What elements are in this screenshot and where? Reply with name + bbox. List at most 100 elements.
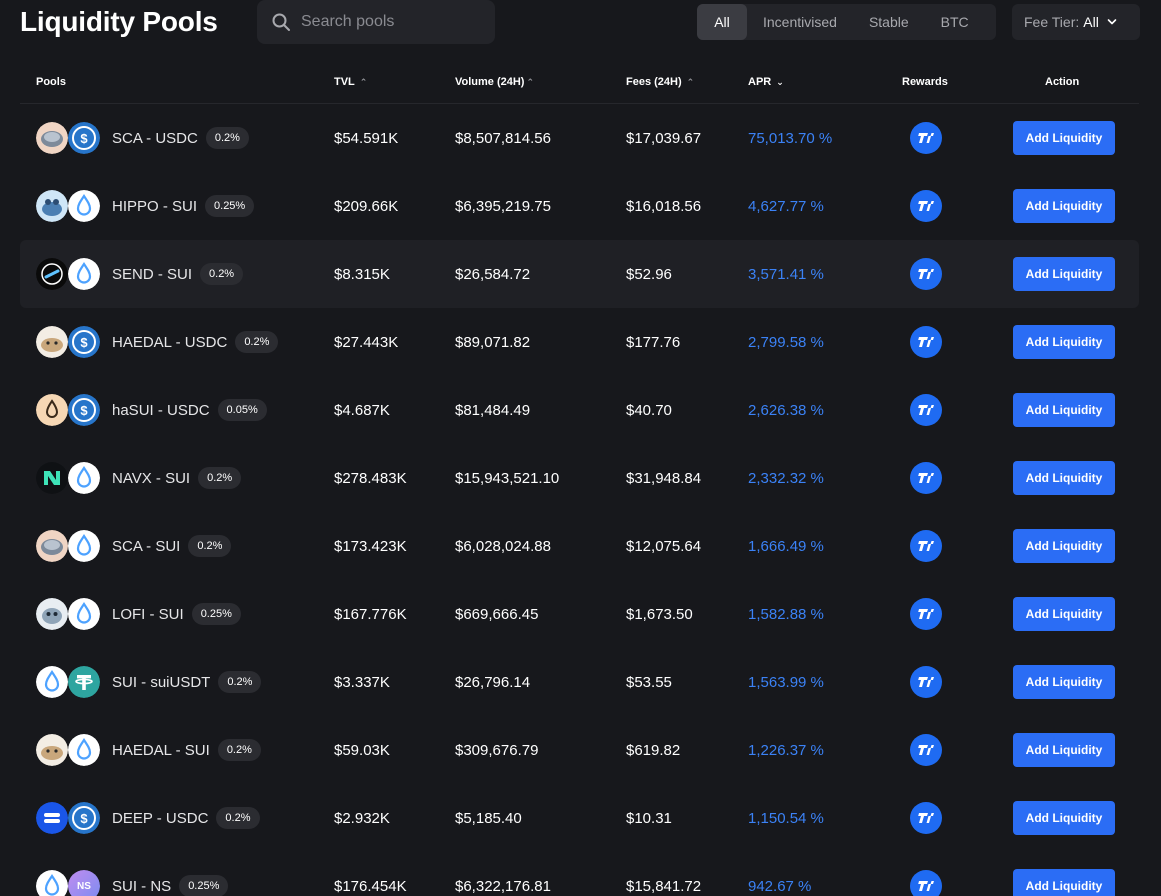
token-pair-icons: $ (36, 802, 102, 834)
pool-pair-name: DEEP - USDC (112, 809, 209, 827)
sca-token-icon (36, 122, 68, 154)
add-liquidity-button[interactable]: Add Liquidity (1013, 597, 1115, 631)
table-row[interactable]: $ HAEDAL - USDC 0.2% $27.443K $89,071.82 $177… (20, 308, 1139, 376)
fee-badge: 0.2% (205, 127, 249, 149)
pool-pair-name: HIPPO - SUI (112, 197, 198, 215)
fee-badge: 0.05% (217, 399, 267, 421)
tvl-value: $167.776K (334, 605, 407, 623)
usdc-token-icon: $ (68, 122, 100, 154)
volume-value: $5,185.40 (455, 809, 522, 827)
sui-token-icon (68, 734, 100, 766)
fees-value: $15,841.72 (626, 877, 702, 895)
filter-tab-stable[interactable]: Stable (868, 14, 909, 30)
col-apr[interactable]: APR ⌄ (748, 76, 784, 88)
fee-badge: 0.2% (198, 467, 242, 489)
table-row[interactable]: SEND - SUI 0.2% $8.315K $26,584.72 $52.96 3,5… (20, 240, 1139, 308)
lofi-token-icon (36, 598, 68, 630)
table-row[interactable]: $ haSUI - USDC 0.05% $4.687K $81,484.49 $40.7… (20, 376, 1139, 444)
pool-pair-name: LOFI - SUI (112, 605, 184, 623)
fee-badge: 0.2% (235, 331, 279, 353)
add-liquidity-button[interactable]: Add Liquidity (1013, 733, 1115, 767)
table-row[interactable]: HIPPO - SUI 0.25% $209.66K $6,395,219.75 $16… (20, 172, 1139, 240)
sui-token-icon (68, 598, 100, 630)
col-volume[interactable]: Volume (24H) ⌃ (455, 76, 534, 88)
token-pair-icons: $ (36, 122, 102, 154)
fees-value: $1,673.50 (626, 605, 693, 623)
add-liquidity-button[interactable]: Add Liquidity (1013, 393, 1115, 427)
reward-token-icon[interactable] (910, 802, 942, 834)
table-row[interactable]: SUI - suiUSDT 0.2% $3.337K $26,796.14 $53.55… (20, 648, 1139, 716)
table-row[interactable]: HAEDAL - SUI 0.2% $59.03K $309,676.79 $619.8… (20, 716, 1139, 784)
col-fees[interactable]: Fees (24H) ⌃ (626, 76, 694, 88)
volume-value: $15,943,521.10 (455, 469, 560, 487)
add-liquidity-button[interactable]: Add Liquidity (1013, 869, 1115, 896)
add-liquidity-button[interactable]: Add Liquidity (1013, 461, 1115, 495)
fee-badge: 0.25% (179, 875, 229, 896)
add-liquidity-button[interactable]: Add Liquidity (1013, 189, 1115, 223)
col-fees-label: Fees (24H) (626, 76, 682, 88)
fee-tier-dropdown[interactable]: Fee Tier: All (1012, 4, 1140, 40)
volume-value: $26,796.14 (455, 673, 531, 691)
add-liquidity-button[interactable]: Add Liquidity (1013, 121, 1115, 155)
add-liquidity-button[interactable]: Add Liquidity (1013, 325, 1115, 359)
haedal-token-icon (36, 326, 68, 358)
pool-pair: HAEDAL - USDC 0.2% (112, 308, 279, 376)
add-liquidity-button[interactable]: Add Liquidity (1013, 801, 1115, 835)
reward-token-icon[interactable] (910, 598, 942, 630)
pool-pair: HAEDAL - SUI 0.2% (112, 716, 261, 784)
apr-value: 942.67 % (748, 877, 812, 895)
pool-pair-name: HAEDAL - SUI (112, 741, 210, 759)
search-input[interactable] (301, 13, 481, 31)
reward-token-icon[interactable] (910, 394, 942, 426)
volume-value: $309,676.79 (455, 741, 539, 759)
filter-tab-incentivised[interactable]: Incentivised (763, 14, 837, 30)
deep-token-icon (36, 802, 68, 834)
reward-token-icon[interactable] (910, 190, 942, 222)
fees-value: $16,018.56 (626, 197, 702, 215)
token-pair-icons (36, 598, 102, 630)
pool-pair-name: SEND - SUI (112, 265, 193, 283)
filter-tab-all[interactable]: All (697, 4, 747, 40)
token-pair-icons (36, 258, 102, 290)
add-liquidity-button[interactable]: Add Liquidity (1013, 257, 1115, 291)
filter-tab-btc[interactable]: BTC (940, 14, 969, 30)
reward-token-icon[interactable] (910, 666, 942, 698)
search-box[interactable] (257, 0, 495, 44)
col-tvl[interactable]: TVL ⌃ (334, 76, 367, 88)
fees-value: $40.70 (626, 401, 672, 419)
col-action: Action (1045, 76, 1079, 88)
sui-token-icon (68, 190, 100, 222)
token-pair-icons (36, 190, 102, 222)
reward-token-icon[interactable] (910, 462, 942, 494)
reward-token-icon[interactable] (910, 122, 942, 154)
pool-pair: SCA - USDC 0.2% (112, 104, 249, 172)
apr-value: 3,571.41 % (748, 265, 824, 283)
table-row[interactable]: LOFI - SUI 0.25% $167.776K $669,666.45 $1,67… (20, 580, 1139, 648)
token-pair-icons: NS (36, 870, 102, 896)
apr-value: 1,666.49 % (748, 537, 824, 555)
table-row[interactable]: $ DEEP - USDC 0.2% $2.932K $5,185.40 $10.31 1,… (20, 784, 1139, 852)
sort-up-icon: ⌃ (686, 76, 695, 87)
table-row[interactable]: SCA - SUI 0.2% $173.423K $6,028,024.88 $12,0… (20, 512, 1139, 580)
usdc-token-icon: $ (68, 802, 100, 834)
add-liquidity-button[interactable]: Add Liquidity (1013, 665, 1115, 699)
volume-value: $6,028,024.88 (455, 537, 551, 555)
fee-badge: 0.2% (188, 535, 232, 557)
reward-token-icon[interactable] (910, 530, 942, 562)
reward-token-icon[interactable] (910, 326, 942, 358)
sui-token-icon (68, 462, 100, 494)
sui-token-icon (36, 666, 68, 698)
pool-pair: SCA - SUI 0.2% (112, 512, 232, 580)
usdt-token-icon (68, 666, 100, 698)
reward-token-icon[interactable] (910, 870, 942, 896)
pool-pair-name: SCA - SUI (112, 537, 181, 555)
reward-token-icon[interactable] (910, 258, 942, 290)
fees-value: $31,948.84 (626, 469, 702, 487)
table-row[interactable]: $ SCA - USDC 0.2% $54.591K $8,507,814.56 $17,… (20, 104, 1139, 172)
reward-token-icon[interactable] (910, 734, 942, 766)
table-row[interactable]: NS SUI - NS 0.25% $176.454K $6,322,176.81 $15… (20, 852, 1139, 896)
add-liquidity-button[interactable]: Add Liquidity (1013, 529, 1115, 563)
tvl-value: $54.591K (334, 129, 399, 147)
table-row[interactable]: NAVX - SUI 0.2% $278.483K $15,943,521.10 $31… (20, 444, 1139, 512)
